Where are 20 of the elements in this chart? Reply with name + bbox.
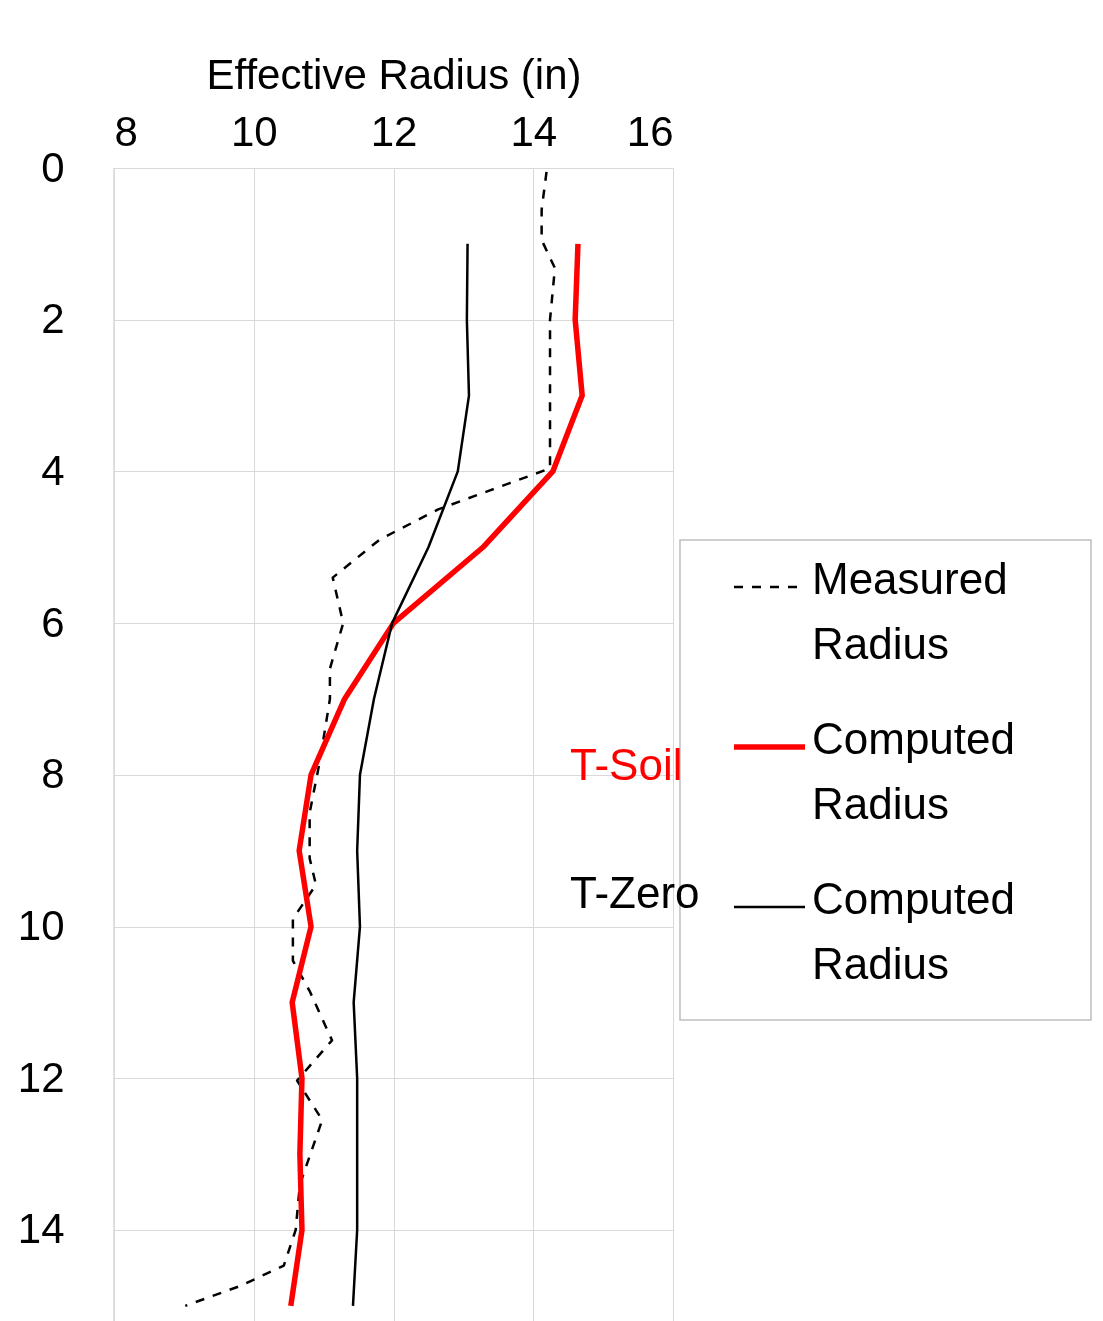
y-tick-label: 10 [17, 902, 65, 950]
y-tick-label: 6 [41, 598, 65, 646]
legend-label: Computed Radius [812, 714, 1016, 828]
y-tick-label: 4 [41, 446, 65, 494]
annotation: T-Zero [570, 868, 700, 917]
y-tick-label: 14 [17, 1205, 65, 1253]
y-tick-label: 8 [41, 750, 65, 798]
y-tick-label: 12 [17, 1053, 65, 1101]
legend-label: Computed Radius [812, 874, 1016, 988]
x-tick-label: 14 [510, 107, 558, 155]
y-tick-label: 0 [41, 143, 65, 191]
line-series [184, 170, 557, 1308]
y-tick-label: 2 [41, 295, 65, 343]
annotation: T-Soil [570, 740, 683, 789]
x-axis-title: Effective Radius (in) [206, 50, 582, 98]
x-tick-label: 16 [626, 107, 674, 155]
legend-label: Measured Radius [812, 554, 1008, 668]
x-tick-label: 10 [230, 107, 278, 155]
x-tick-label: 12 [370, 107, 418, 155]
x-tick-label: 8 [114, 107, 138, 155]
